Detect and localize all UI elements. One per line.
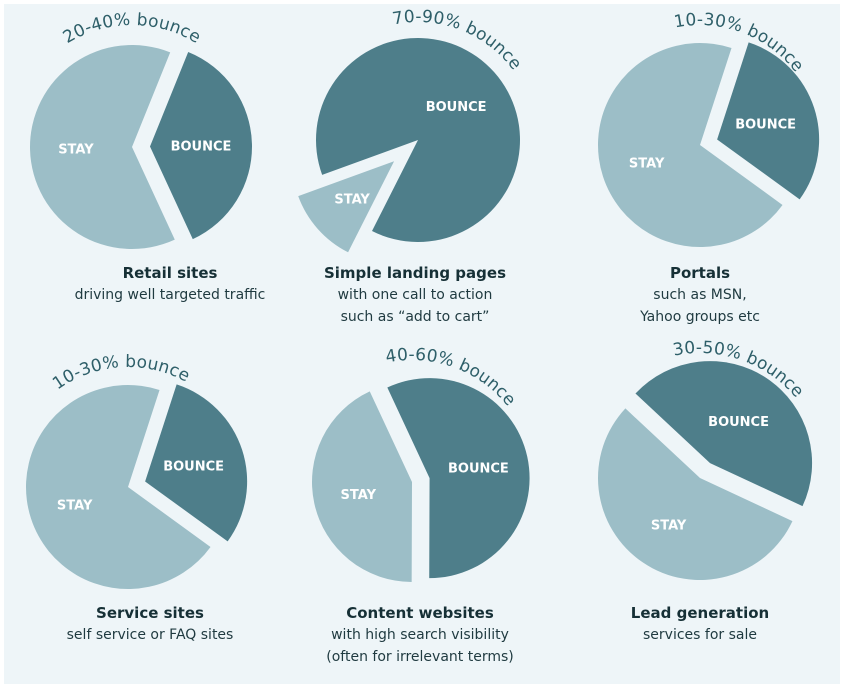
- chart-subtitle-line: self service or FAQ sites: [66, 627, 234, 643]
- pie-slice-label: STAY: [58, 142, 94, 157]
- chart-subtitle-line: driving well targeted traffic: [74, 287, 266, 303]
- caption-content: Content websites with high search visibi…: [300, 602, 540, 668]
- pie-slice-label: STAY: [57, 498, 93, 513]
- pie-slice-bounce: [145, 384, 248, 542]
- chart-subtitle-line: such as MSN,: [653, 287, 747, 303]
- pie-slice-bounce: [316, 37, 521, 243]
- chart-subtitle-line: with high search visibility: [331, 627, 509, 643]
- pie-slice-label: BOUNCE: [735, 118, 796, 133]
- pie-slice-label: STAY: [341, 488, 377, 503]
- pie-slice-stay: [298, 161, 395, 253]
- pie-slice-bounce: [149, 51, 252, 240]
- pie-slice-label: STAY: [334, 192, 370, 207]
- chart-subtitle-line: (often for irrelevant terms): [326, 649, 514, 665]
- pie-slice-stay: [26, 385, 211, 590]
- chart-title: Retail sites: [122, 264, 218, 282]
- pie-slice-label: BOUNCE: [448, 461, 509, 476]
- bounce-range-callout: 20-40% bounce: [60, 10, 204, 48]
- chart-title: Simple landing pages: [323, 264, 506, 282]
- pie-slice-stay: [598, 408, 793, 580]
- pie-chart-1: BOUNCE STAY 20-40% bounce: [30, 10, 252, 249]
- pie-slice-bounce: [717, 42, 820, 200]
- pie-slice-stay: [598, 43, 783, 247]
- chart-subtitle-line: with one call to action: [337, 287, 493, 303]
- chart-subtitle-line: such as “add to cart”: [340, 309, 490, 325]
- caption-landing: Simple landing pages with one call to ac…: [300, 262, 530, 328]
- caption-service: Service sites self service or FAQ sites: [30, 602, 270, 646]
- caption-portals: Portals such as MSN, Yahoo groups etc: [600, 262, 800, 328]
- pie-slice-label: STAY: [651, 519, 687, 534]
- chart-subtitle-line: services for sale: [643, 627, 757, 643]
- caption-leadgen: Lead generation services for sale: [590, 602, 810, 646]
- pie-slice-label: BOUNCE: [426, 100, 487, 115]
- pie-slice-label: BOUNCE: [171, 139, 232, 154]
- chart-subtitle-line: Yahoo groups etc: [640, 309, 760, 325]
- chart-title: Portals: [669, 264, 731, 282]
- pie-slice-bounce: [387, 378, 530, 579]
- chart-title: Content websites: [346, 604, 494, 622]
- pie-slice-label: BOUNCE: [708, 415, 769, 430]
- pie-slice-stay: [30, 44, 175, 249]
- chart-title: Lead generation: [630, 604, 770, 622]
- pie-slice-label: BOUNCE: [163, 460, 224, 475]
- pie-slice-bounce: [635, 361, 813, 507]
- chart-title: Service sites: [96, 604, 204, 622]
- pie-slice-stay: [311, 391, 412, 582]
- pie-slice-label: STAY: [629, 156, 665, 171]
- caption-retail: Retail sites driving well targeted traff…: [60, 262, 280, 306]
